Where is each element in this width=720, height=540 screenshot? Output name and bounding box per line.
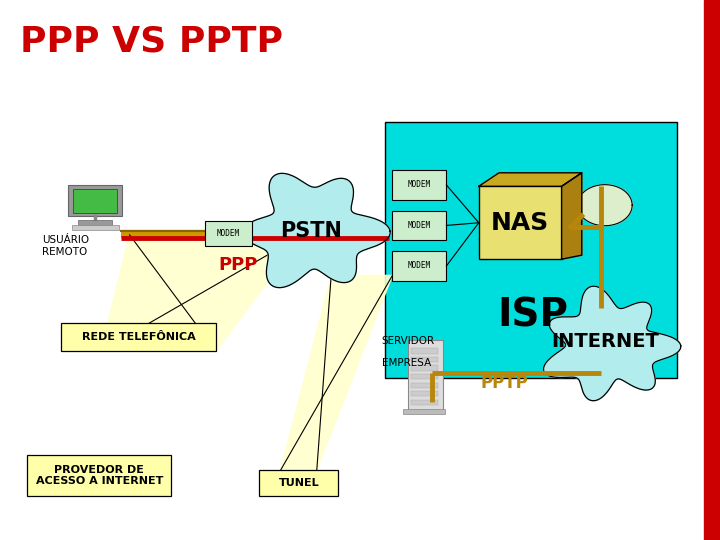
Bar: [73, 189, 117, 213]
Bar: [78, 220, 112, 225]
Bar: [392, 170, 446, 200]
Bar: [411, 348, 438, 354]
Text: NAS: NAS: [491, 211, 549, 235]
Bar: [68, 185, 122, 216]
Text: PROVEDOR DE
ACESSO A INTERNET: PROVEDOR DE ACESSO A INTERNET: [36, 464, 163, 486]
Text: PPTP: PPTP: [480, 374, 528, 393]
Text: REDE TELEFÔNICA: REDE TELEFÔNICA: [82, 332, 195, 342]
Text: ISP: ISP: [498, 297, 568, 335]
Polygon shape: [577, 185, 632, 226]
Bar: [411, 382, 438, 388]
Bar: [411, 400, 438, 405]
Bar: [479, 186, 562, 259]
Bar: [72, 225, 119, 230]
Bar: [704, 0, 720, 540]
Bar: [385, 122, 677, 378]
Bar: [205, 221, 252, 246]
Polygon shape: [479, 173, 582, 186]
Text: MODEM: MODEM: [217, 229, 240, 238]
Polygon shape: [243, 173, 390, 288]
Polygon shape: [281, 275, 392, 470]
Bar: [61, 323, 216, 351]
Bar: [408, 340, 443, 410]
Polygon shape: [544, 286, 681, 401]
Polygon shape: [562, 173, 582, 259]
Text: USUÁRIO
REMOTO: USUÁRIO REMOTO: [42, 235, 89, 256]
Bar: [259, 470, 338, 496]
Polygon shape: [101, 235, 302, 351]
Bar: [392, 251, 446, 281]
Text: PPP: PPP: [218, 255, 257, 274]
Bar: [403, 409, 445, 414]
Bar: [411, 374, 438, 379]
Text: MODEM: MODEM: [408, 180, 431, 190]
Bar: [392, 211, 446, 240]
Text: PSTN: PSTN: [280, 221, 342, 241]
Text: EMPRESA: EMPRESA: [382, 358, 431, 368]
Bar: [411, 357, 438, 362]
Text: TUNEL: TUNEL: [279, 478, 319, 488]
Bar: [27, 455, 171, 496]
Bar: [411, 366, 438, 371]
Text: MODEM: MODEM: [408, 221, 431, 230]
Text: SERVIDOR: SERVIDOR: [382, 336, 435, 346]
Bar: [411, 391, 438, 396]
Text: INTERNET: INTERNET: [551, 332, 659, 351]
Text: MODEM: MODEM: [408, 261, 431, 271]
Text: PPP VS PPTP: PPP VS PPTP: [20, 24, 283, 58]
